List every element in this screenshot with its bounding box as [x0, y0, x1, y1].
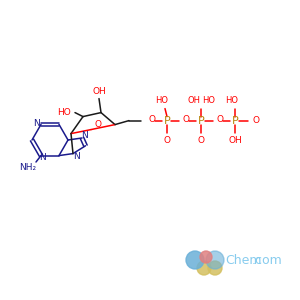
Circle shape — [200, 251, 212, 263]
Text: Chem: Chem — [225, 254, 262, 268]
Text: O: O — [182, 115, 190, 124]
Text: O: O — [94, 120, 101, 129]
Text: N: N — [39, 153, 45, 162]
Text: P: P — [198, 116, 204, 126]
Text: OH: OH — [92, 87, 106, 96]
Text: HO: HO — [155, 96, 169, 105]
Text: N: N — [73, 152, 80, 161]
Text: P: P — [232, 116, 238, 126]
Text: HO: HO — [57, 108, 71, 117]
Text: O: O — [217, 115, 224, 124]
Text: N: N — [33, 119, 39, 128]
Text: OH: OH — [187, 96, 200, 105]
Text: .com: .com — [252, 254, 283, 268]
Circle shape — [208, 261, 222, 275]
Text: O: O — [253, 116, 260, 125]
Text: NH₂: NH₂ — [20, 164, 37, 172]
Text: O: O — [197, 136, 205, 145]
Text: N: N — [82, 130, 88, 140]
Text: HO: HO — [226, 96, 238, 105]
Text: OH: OH — [228, 136, 242, 145]
Text: HO: HO — [202, 96, 215, 105]
Circle shape — [186, 251, 204, 269]
Text: O: O — [164, 136, 170, 145]
Circle shape — [206, 251, 224, 269]
Text: P: P — [164, 116, 170, 126]
Circle shape — [197, 261, 211, 275]
Text: O: O — [148, 115, 155, 124]
